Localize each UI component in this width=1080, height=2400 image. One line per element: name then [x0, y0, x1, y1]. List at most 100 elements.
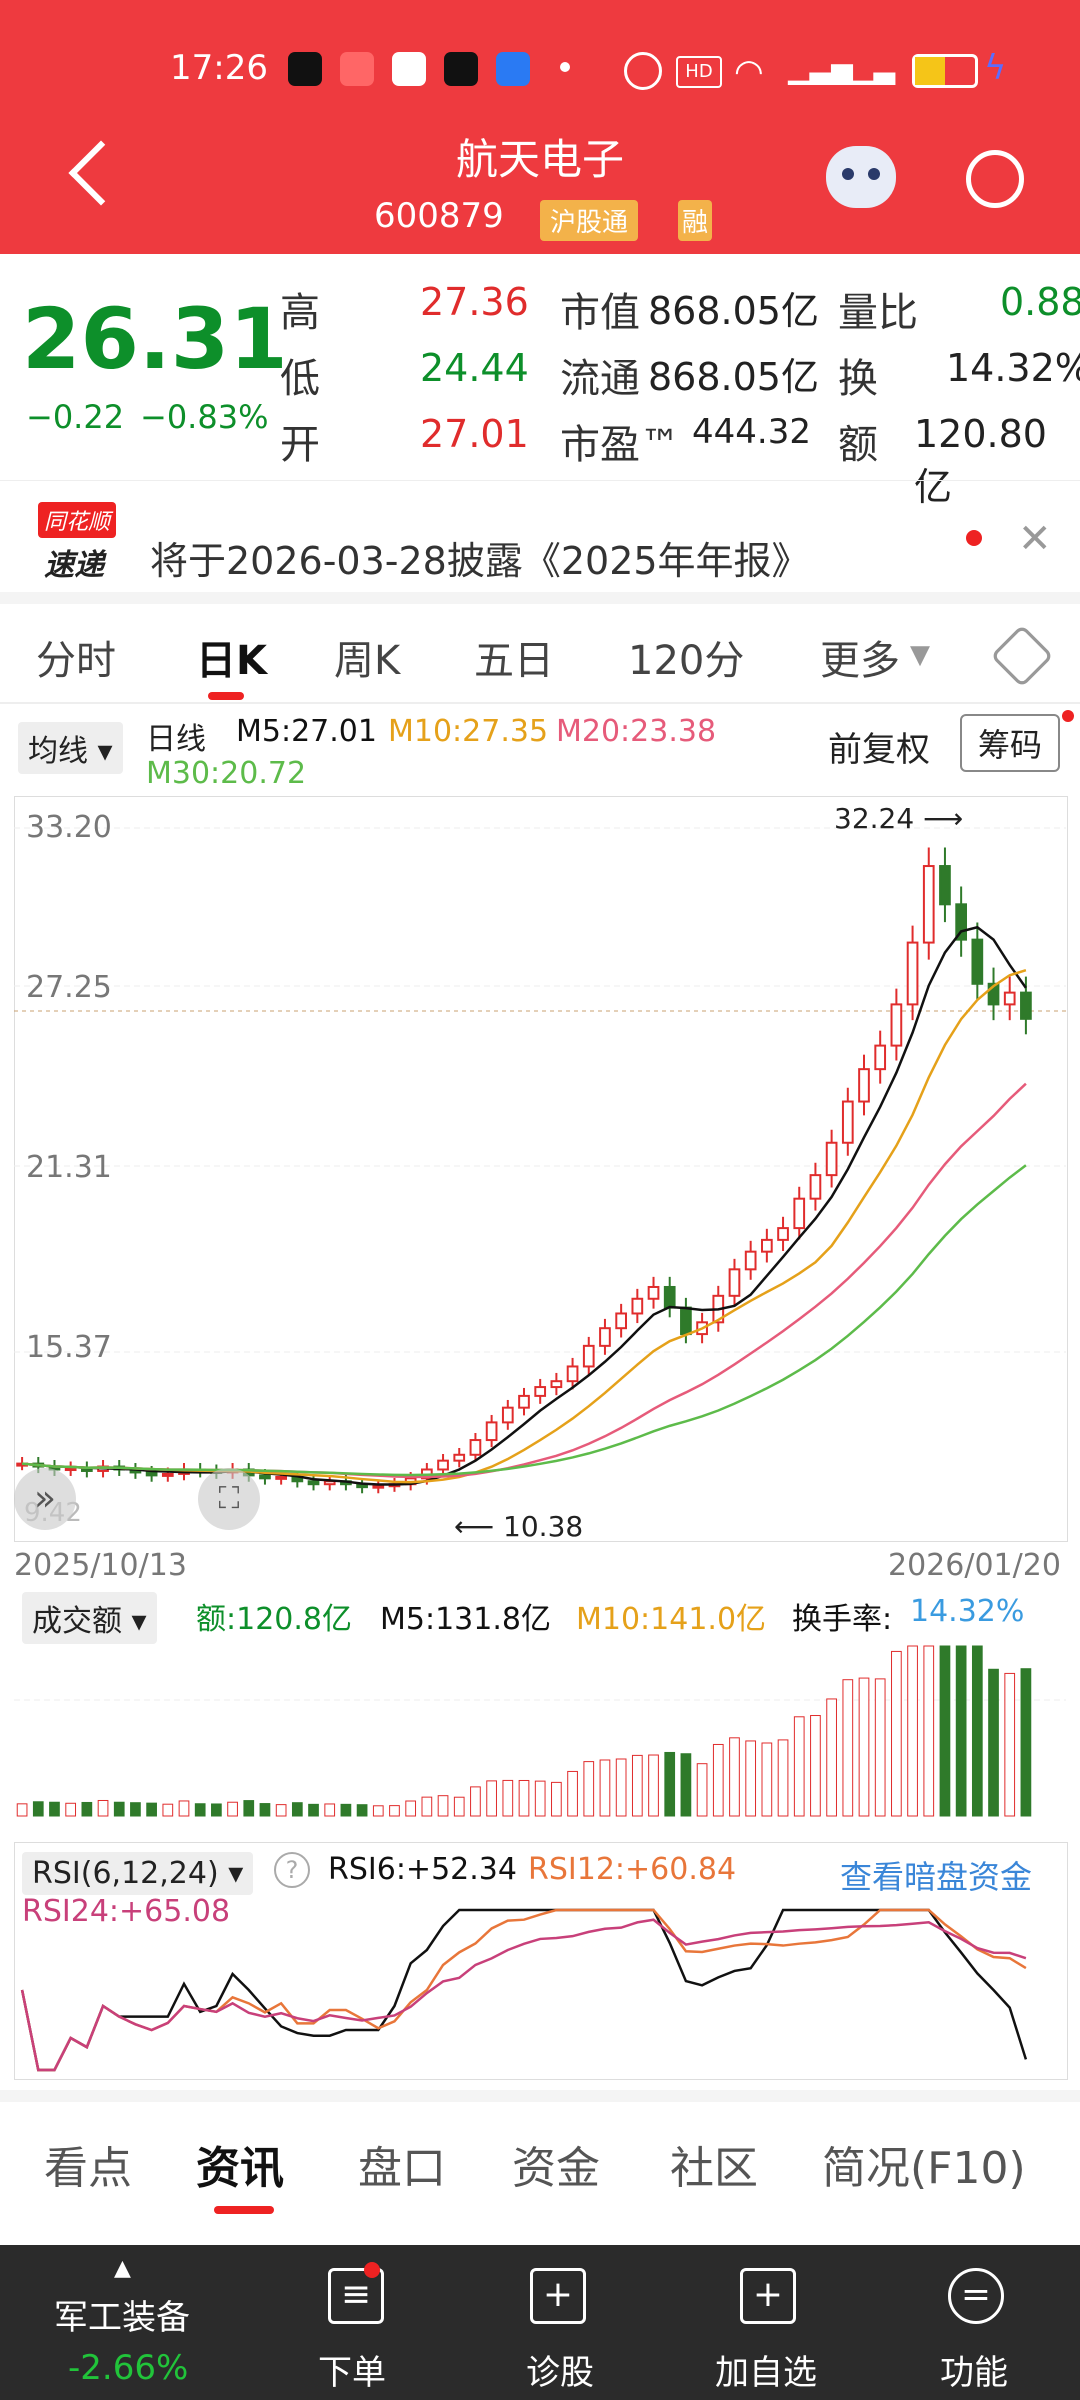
volume-bar — [243, 1800, 255, 1817]
fullscreen-icon[interactable]: ⛶ — [198, 1468, 260, 1530]
open-label: 开 — [280, 422, 320, 468]
candle — [453, 1453, 466, 1462]
volume-bar — [194, 1803, 206, 1817]
tab-120min[interactable]: 120分 — [628, 638, 745, 684]
volume-bar — [81, 1801, 93, 1817]
volume-bar — [275, 1804, 287, 1817]
notice-text[interactable]: 将于2026-03-28披露《2025年年报》 — [150, 539, 810, 583]
notice-logo-top: 同花顺 — [38, 502, 117, 538]
volume-bar — [113, 1801, 125, 1817]
turnover-value: 14.32% — [946, 346, 1080, 390]
dark-pool-link[interactable]: 查看暗盘资金 — [840, 1858, 1033, 1896]
nav-add-watchlist[interactable]: 加自选 — [715, 2353, 817, 2393]
help-icon[interactable]: ? — [274, 1852, 310, 1888]
volume-bar — [259, 1803, 271, 1817]
settings-hexagon-icon[interactable] — [990, 624, 1054, 688]
notice-bar[interactable] — [0, 480, 1080, 591]
chips-button[interactable]: 筹码 — [960, 714, 1061, 772]
tab-daily-k[interactable]: 日K — [196, 638, 267, 684]
volume-bar — [729, 1737, 740, 1817]
tab-weekly-k[interactable]: 周K — [334, 638, 401, 684]
volume-bar — [745, 1740, 757, 1817]
volume-bar — [664, 1751, 676, 1817]
m10-value: M10:27.35 — [388, 714, 549, 749]
volume-bar — [291, 1802, 303, 1817]
sector-name[interactable]: 军工装备 — [54, 2298, 190, 2338]
diagnose-icon[interactable]: + — [530, 2268, 586, 2324]
rsi-panel[interactable] — [14, 1842, 1068, 2080]
volume-bar — [551, 1781, 562, 1817]
tab-orderbook[interactable]: 盘口 — [358, 2143, 446, 2194]
tab-community[interactable]: 社区 — [670, 2143, 758, 2194]
high-label: 高 — [280, 290, 320, 336]
tab-five-day[interactable]: 五日 — [474, 638, 554, 684]
volume-bar — [842, 1679, 854, 1817]
search-icon[interactable] — [966, 150, 1024, 208]
nav-diagnose[interactable]: 诊股 — [526, 2353, 594, 2393]
volume-bar — [874, 1678, 886, 1817]
tab-highlights[interactable]: 看点 — [44, 2143, 132, 2194]
candle — [793, 1197, 806, 1230]
volume-selector[interactable]: 成交额 ▾ — [22, 1592, 157, 1644]
tab-active-indicator — [208, 692, 244, 700]
volume-bar — [761, 1742, 773, 1817]
pe-value: 444.32 — [692, 412, 811, 452]
low-marker: ⟵ 10.38 — [454, 1510, 584, 1543]
adjust-label[interactable]: 前复权 — [828, 730, 930, 770]
market-cap-value: 868.05亿 — [648, 289, 819, 333]
volume-bar — [227, 1801, 238, 1817]
function-icon[interactable]: = — [948, 2268, 1004, 2324]
volume-bar — [826, 1698, 837, 1817]
nav-function[interactable]: 功能 — [940, 2353, 1008, 2393]
ma-selector[interactable]: 均线 ▾ — [18, 722, 123, 774]
ma30-line — [21, 1164, 1027, 1477]
volume-bar — [712, 1743, 724, 1817]
tab-profile[interactable]: 简况(F10) — [822, 2143, 1026, 2194]
rsi-selector[interactable]: RSI(6,12,24) ▾ — [22, 1852, 254, 1895]
volume-bar — [470, 1786, 481, 1817]
pe-label: 市盈™ — [560, 422, 680, 468]
add-watchlist-icon[interactable]: + — [740, 2268, 796, 2324]
volume-bar — [631, 1754, 643, 1817]
volume-bar — [777, 1739, 789, 1817]
volume-bar — [567, 1770, 578, 1817]
kline-chart[interactable] — [14, 796, 1066, 1540]
candle — [518, 1394, 530, 1409]
tab-timeshare[interactable]: 分时 — [36, 638, 116, 684]
volume-bar — [858, 1677, 870, 1817]
expand-up-icon[interactable]: ▲ — [114, 2256, 131, 2281]
volume-bar — [65, 1802, 77, 1817]
volume-bar — [453, 1796, 465, 1817]
tab-news[interactable]: 资讯 — [196, 2143, 284, 2194]
close-notice-icon[interactable]: ✕ — [1018, 516, 1052, 562]
rsi-chart — [20, 1908, 1028, 2072]
candle — [437, 1459, 449, 1471]
volume-chart[interactable] — [14, 1636, 1066, 1822]
candle — [955, 903, 967, 941]
order-icon[interactable]: ≡ — [328, 2268, 384, 2324]
candle — [631, 1297, 644, 1315]
volume-bar — [49, 1801, 60, 1817]
volume-bar — [372, 1805, 384, 1817]
y-tick-1: 27.25 — [26, 970, 112, 1005]
date-start: 2025/10/13 — [14, 1548, 187, 1583]
robot-assistant-icon[interactable] — [826, 146, 896, 208]
volume-bar — [971, 1645, 983, 1817]
candle — [906, 941, 919, 1006]
signal-icon: ▁▃ — [852, 52, 896, 85]
video-app-icon — [340, 52, 374, 86]
tab-more[interactable]: 更多 — [820, 638, 900, 684]
volume-bar — [502, 1779, 514, 1817]
stock-code: 600879 — [374, 196, 504, 236]
candle — [680, 1306, 692, 1336]
volume-bar — [793, 1716, 805, 1817]
kline-chart-frame[interactable] — [14, 796, 1068, 1542]
volume-bar — [939, 1645, 951, 1817]
ma5-line — [21, 925, 1027, 1486]
volume-bar — [680, 1753, 692, 1817]
volume-bar — [648, 1754, 659, 1817]
collapse-left-icon[interactable]: » — [14, 1468, 76, 1530]
volume-m10: M10:141.0亿 — [576, 1602, 767, 1637]
nav-order[interactable]: 下单 — [318, 2353, 386, 2393]
tab-funds[interactable]: 资金 — [512, 2143, 600, 2194]
